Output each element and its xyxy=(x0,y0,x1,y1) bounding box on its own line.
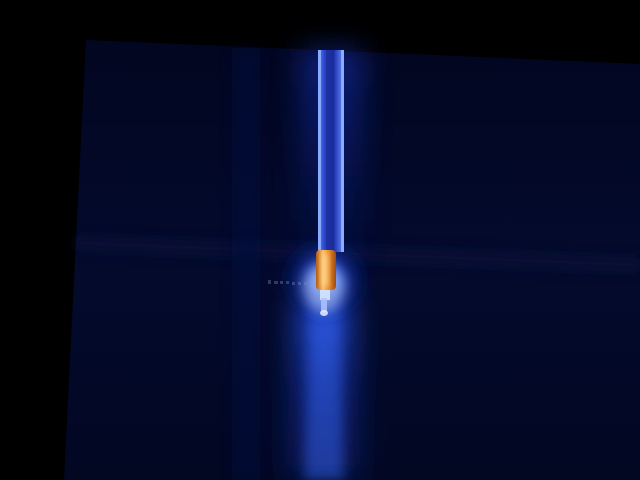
emitter-tip-highlight xyxy=(322,254,328,286)
light-beam-core xyxy=(304,300,344,480)
capillary-edge-left xyxy=(318,50,321,252)
nozzle-neck xyxy=(320,290,330,300)
nozzle-end xyxy=(321,298,327,312)
faint-reflection-artifact xyxy=(268,280,307,285)
droplet xyxy=(320,310,328,316)
capillary-edge-right xyxy=(341,50,344,252)
capillary-inner-channel xyxy=(326,50,334,252)
vertical-light-streak xyxy=(232,48,260,480)
